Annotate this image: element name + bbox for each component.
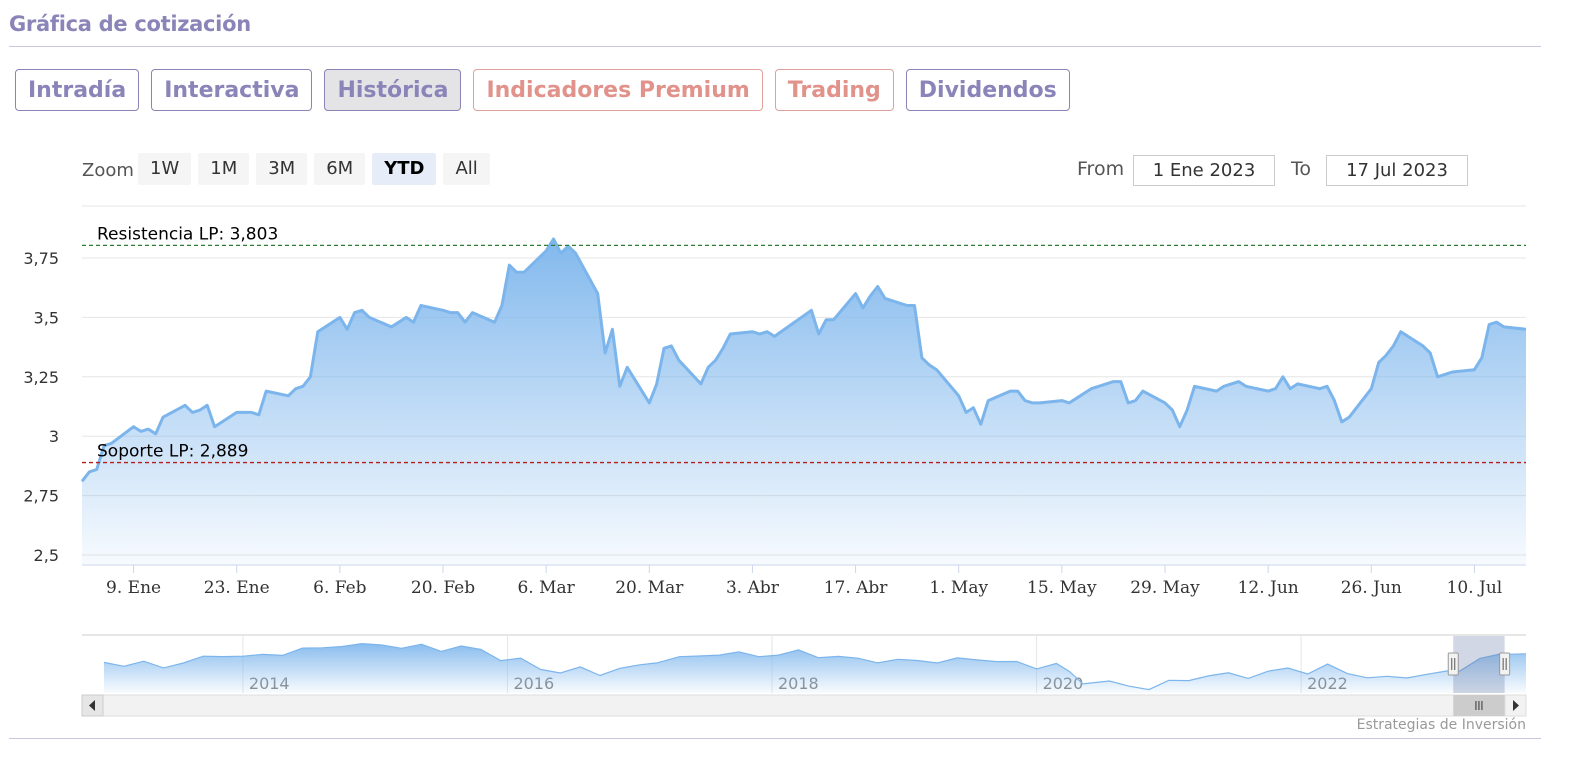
y-tick-label: 2,75 (23, 487, 59, 506)
x-tick-label: 12. Jun (1238, 578, 1299, 598)
tab-intradia[interactable]: Intradía (15, 69, 140, 111)
navigator-line (103, 642, 1527, 691)
scrollbar[interactable] (81, 694, 1527, 717)
y-tick-label: 3 (49, 427, 59, 446)
range-from-label: From (1077, 158, 1125, 180)
y-tick-label: 2,5 (34, 546, 59, 565)
y-tick-label: 3,75 (23, 249, 59, 268)
tab-dividendos[interactable]: Dividendos (905, 69, 1070, 111)
tab-historica[interactable]: Histórica (324, 69, 462, 111)
x-tick-label: 20. Mar (615, 578, 684, 598)
x-tick-label: 15. May (1027, 578, 1097, 598)
x-tick-label: 20. Feb (411, 578, 475, 598)
price-area (82, 239, 1526, 565)
tab-indicadores-premium[interactable]: Indicadores Premium (473, 69, 763, 111)
x-tick-label: 9. Ene (106, 578, 161, 598)
scroll-right-button[interactable] (1504, 694, 1527, 717)
x-tick-label: 6. Mar (517, 578, 575, 598)
zoom-label: Zoom (82, 160, 134, 181)
chart-tabs: Intradía Interactiva Histórica Indicador… (15, 69, 1070, 111)
zoom-all-button[interactable]: All (443, 153, 490, 185)
section-title: Gráfica de cotización (9, 12, 251, 36)
x-axis: 9. Ene 23. Ene 6. Feb 20. Feb 6. Mar 20. Mar 3… (106, 565, 1502, 598)
y-axis: 2,5 2,75 3 3,25 3,5 3,75 (23, 249, 59, 565)
navigator: 20142016201820202022 (81, 634, 1527, 717)
navigator-window[interactable] (1453, 636, 1505, 693)
zoom-1w-button[interactable]: 1W (138, 153, 192, 185)
y-tick-label: 3,5 (34, 308, 59, 327)
tab-interactiva[interactable]: Interactiva (151, 69, 313, 111)
navigator-area (104, 643, 1526, 693)
navigator-left-handle[interactable] (1447, 652, 1459, 676)
zoom-6m-button[interactable]: 6M (314, 153, 366, 185)
reference-lines: Resistencia LP: 3,803 Soporte LP: 2,889 (82, 224, 1526, 464)
bottom-divider (9, 738, 1541, 739)
x-tick-label: 26. Jun (1341, 578, 1402, 598)
range-to-label: To (1291, 158, 1312, 180)
credit-text: Estrategias de Inversión (1356, 717, 1526, 733)
navigator-right-handle[interactable] (1499, 652, 1511, 676)
x-tick-label: 10. Jul (1447, 578, 1503, 598)
scroll-left-button[interactable] (81, 694, 104, 717)
price-line (80, 237, 1527, 483)
zoom-buttons: 1W 1M 3M 6M YTD All (138, 153, 490, 185)
zoom-ytd-button[interactable]: YTD (372, 153, 437, 185)
x-tick-label: 17. Abr (824, 578, 889, 598)
support-label: Soporte LP: 2,889 (97, 442, 248, 462)
zoom-1m-button[interactable]: 1M (198, 153, 250, 185)
x-tick-label: 23. Ene (204, 578, 270, 598)
x-tick-label: 29. May (1130, 578, 1200, 598)
title-divider (9, 46, 1541, 47)
range-to-input[interactable]: 17 Jul 2023 (1326, 155, 1468, 186)
x-tick-label: 3. Abr (726, 578, 780, 598)
resistance-label: Resistencia LP: 3,803 (97, 224, 278, 244)
tab-trading[interactable]: Trading (774, 69, 894, 111)
x-tick-label: 1. May (929, 578, 988, 598)
y-tick-label: 3,25 (23, 368, 59, 387)
range-from-input[interactable]: 1 Ene 2023 (1133, 155, 1275, 186)
zoom-3m-button[interactable]: 3M (256, 153, 308, 185)
x-tick-label: 6. Feb (313, 578, 367, 598)
